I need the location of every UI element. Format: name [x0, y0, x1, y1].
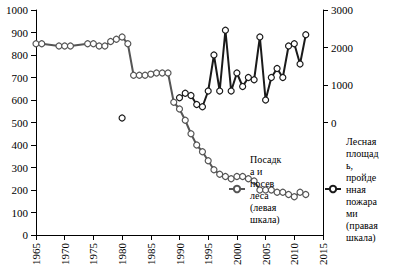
svg-text:а и: а и [250, 166, 265, 177]
svg-text:1975: 1975 [87, 243, 99, 266]
svg-text:нная: нная [346, 184, 368, 195]
svg-text:500: 500 [12, 117, 29, 129]
svg-text:2005: 2005 [260, 243, 272, 266]
svg-text:1970: 1970 [59, 243, 71, 266]
svg-text:Лесная: Лесная [346, 136, 379, 147]
svg-text:900: 900 [12, 27, 29, 39]
svg-text:700: 700 [12, 72, 29, 84]
svg-text:100: 100 [12, 207, 29, 219]
svg-text:800: 800 [12, 49, 29, 61]
svg-text:200: 200 [12, 184, 29, 196]
svg-text:ми: ми [346, 208, 360, 219]
svg-text:1990: 1990 [174, 243, 186, 266]
svg-text:пожара: пожара [346, 196, 377, 207]
svg-text:3000: 3000 [331, 4, 354, 16]
svg-text:1000: 1000 [6, 4, 29, 16]
svg-text:Посадк: Посадк [250, 154, 282, 165]
svg-text:1985: 1985 [145, 243, 157, 266]
svg-text:2015: 2015 [317, 243, 329, 266]
svg-text:0: 0 [23, 229, 29, 241]
svg-text:600: 600 [12, 94, 29, 106]
svg-text:2000: 2000 [331, 42, 354, 54]
svg-text:шкала): шкала) [346, 232, 376, 244]
svg-text:площад: площад [346, 148, 379, 159]
svg-text:1000: 1000 [331, 79, 354, 91]
svg-text:(левая: (левая [250, 202, 279, 214]
svg-text:2010: 2010 [288, 243, 300, 266]
svg-text:1965: 1965 [30, 243, 42, 266]
svg-text:шкала): шкала) [250, 214, 280, 226]
svg-text:400: 400 [12, 139, 29, 151]
svg-text:1995: 1995 [202, 243, 214, 266]
svg-text:(правая: (правая [346, 220, 380, 232]
svg-text:посев: посев [250, 178, 277, 189]
svg-text:леса: леса [250, 190, 271, 201]
svg-text:ь,: ь, [346, 160, 356, 171]
svg-text:0: 0 [331, 117, 337, 129]
svg-text:300: 300 [12, 162, 29, 174]
svg-text:1980: 1980 [116, 243, 128, 266]
svg-text:2000: 2000 [231, 243, 243, 266]
svg-text:пройде: пройде [346, 172, 377, 183]
